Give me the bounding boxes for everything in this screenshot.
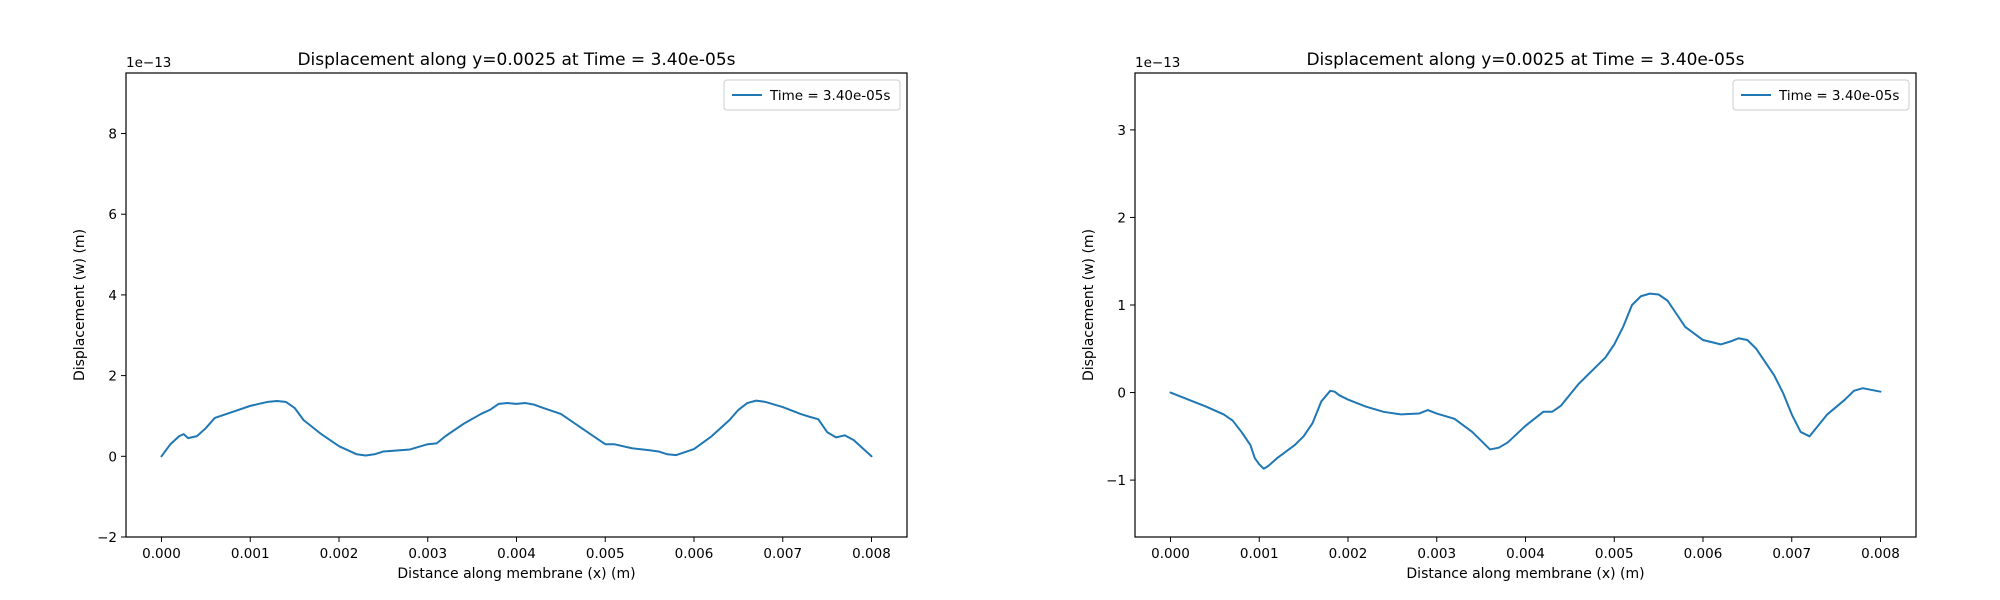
x-tick-label: 0.004	[1506, 546, 1545, 562]
legend-label: Time = 3.40e-05s	[769, 88, 890, 104]
x-tick-label: 0.001	[231, 546, 270, 562]
x-tick-label: 0.003	[1417, 546, 1456, 562]
legend: Time = 3.40e-05s	[723, 79, 901, 111]
y-tick-label: −1	[1106, 473, 1126, 489]
chart-title: Displacement along y=0.0025 at Time = 3.…	[1306, 50, 1744, 70]
y-tick-label: 4	[108, 288, 117, 304]
y-tick-label: 2	[1117, 210, 1126, 226]
x-axis-label: Distance along membrane (x) (m)	[397, 566, 635, 582]
chart-title: Displacement along y=0.0025 at Time = 3.…	[297, 50, 735, 70]
x-tick-label: 0.005	[586, 546, 625, 562]
y-axis-label: Displacement (w) (m)	[1081, 229, 1097, 381]
x-tick-label: 0.001	[1240, 546, 1279, 562]
x-tick-label: 0.002	[320, 546, 359, 562]
legend-label: Time = 3.40e-05s	[1778, 88, 1899, 104]
x-axis-label: Distance along membrane (x) (m)	[1406, 566, 1644, 582]
x-tick-label: 0.008	[1861, 546, 1900, 562]
x-tick-label: 0.000	[142, 546, 181, 562]
series-line	[160, 399, 873, 458]
legend-box	[1732, 79, 1910, 111]
y-tick-label: 2	[108, 369, 117, 385]
plot-area	[126, 73, 907, 537]
y-offset-label: 1e−13	[126, 55, 171, 71]
series-line	[1169, 292, 1882, 470]
y-tick-label: 3	[1117, 123, 1126, 139]
y-tick-label: −2	[97, 530, 117, 546]
x-tick-label: 0.004	[497, 546, 536, 562]
x-tick-label: 0.005	[1595, 546, 1634, 562]
chart-left: 0.000 0.001 0.002 0.003 0.004 0.005 0.006 0.007…	[72, 50, 908, 582]
y-tick-label: 8	[108, 127, 117, 143]
x-tick-label: 0.007	[763, 546, 802, 562]
x-tick-label: 0.006	[1684, 546, 1723, 562]
y-axis-label: Displacement (w) (m)	[72, 229, 88, 381]
y-tick-label: 0	[1117, 386, 1126, 402]
y-tick-label: 6	[108, 207, 117, 223]
x-tick-label: 0.000	[1151, 546, 1190, 562]
y-offset-label: 1e−13	[1135, 55, 1180, 71]
legend: Time = 3.40e-05s	[1732, 79, 1910, 111]
x-tick-label: 0.008	[852, 546, 891, 562]
chart-right: 0.000 0.001 0.002 0.003 0.004 0.005 0.006 0.007…	[1081, 50, 1917, 582]
plot-area	[1135, 73, 1916, 537]
x-tick-label: 0.006	[675, 546, 714, 562]
y-tick-label: 0	[108, 449, 117, 465]
x-tick-label: 0.007	[1772, 546, 1811, 562]
legend-box	[723, 79, 901, 111]
x-tick-label: 0.002	[1329, 546, 1368, 562]
x-tick-label: 0.003	[408, 546, 447, 562]
y-tick-label: 1	[1117, 298, 1126, 314]
